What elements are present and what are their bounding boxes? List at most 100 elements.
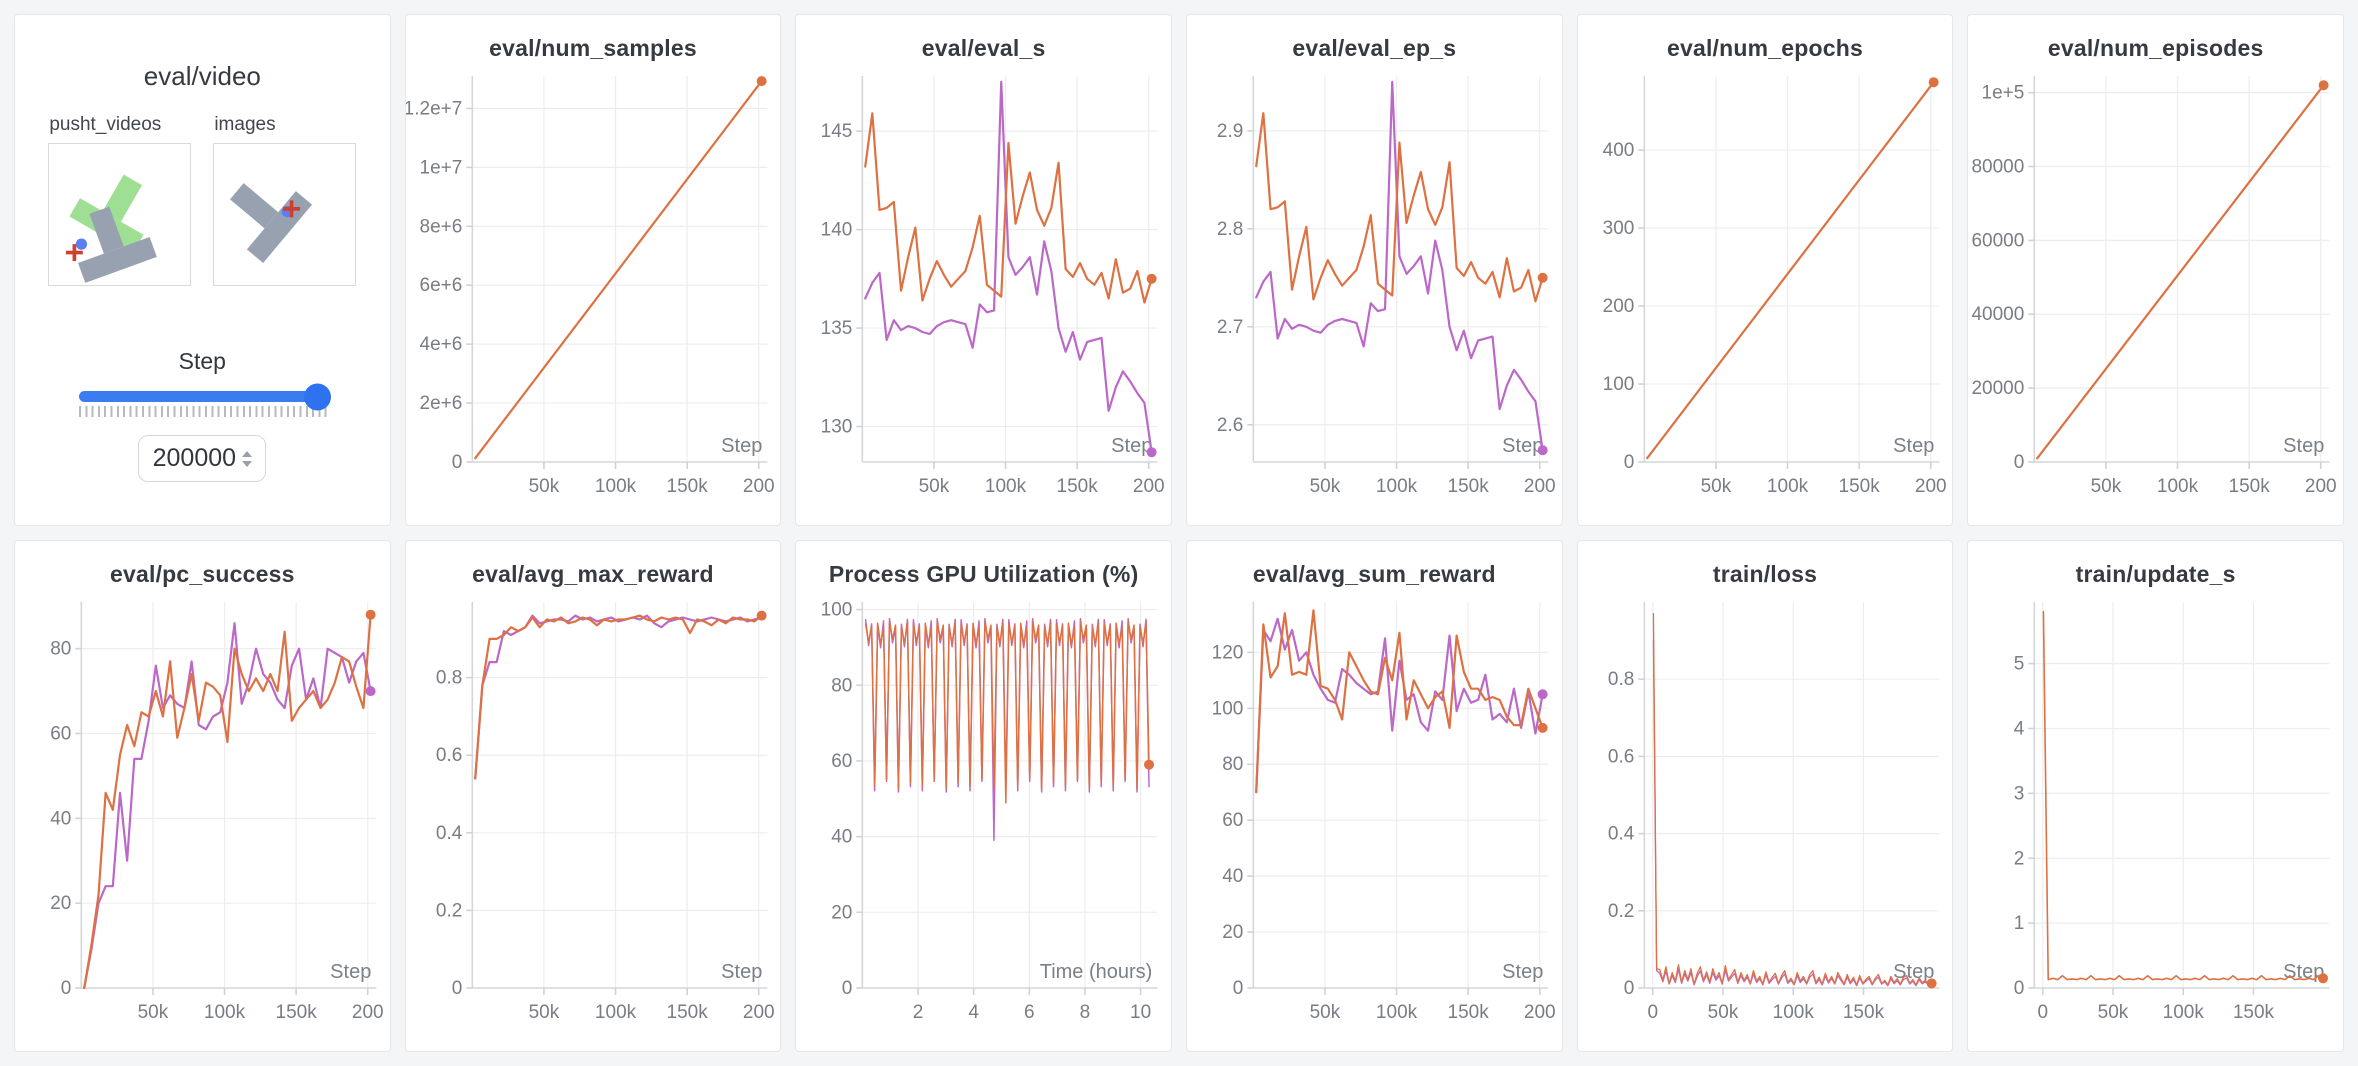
panel-eval-num-samples: eval/num_samples 50k 100k 150k 200 0 2e+6 4e+6… (404, 14, 782, 526)
panel-eval-num-episodes: eval/num_episodes 50k 100k 150k 200 0 20000 40… (1967, 14, 2344, 526)
step-control: Step 200000 (15, 348, 390, 482)
chart-title: eval/num_samples (489, 35, 697, 61)
chart-title: Process GPU Utilization (%) (828, 561, 1139, 587)
svg-text:Step: Step (721, 961, 762, 983)
svg-text:100: 100 (821, 600, 853, 621)
svg-text:200: 200 (2305, 476, 2337, 497)
svg-text:0: 0 (2014, 452, 2025, 473)
chart-title: train/update_s (2075, 561, 2236, 587)
chart-canvas[interactable]: 50k 100k 150k 200 130 135 140 145 Step (796, 64, 1171, 516)
svg-text:Step: Step (1112, 435, 1153, 457)
svg-text:200: 200 (1915, 476, 1947, 497)
svg-text:100k: 100k (2157, 476, 2199, 497)
svg-text:50k: 50k (528, 476, 559, 497)
svg-text:4e+6: 4e+6 (419, 334, 462, 355)
pusht-video-thumbnail[interactable] (48, 143, 192, 286)
svg-text:150k: 150k (276, 1002, 318, 1023)
chart-title: eval/eval_ep_s (1292, 35, 1457, 61)
svg-text:0.4: 0.4 (1608, 824, 1635, 845)
svg-text:50k: 50k (919, 476, 950, 497)
svg-text:140: 140 (821, 220, 853, 241)
svg-text:0.8: 0.8 (436, 668, 462, 689)
svg-text:0.6: 0.6 (1608, 746, 1634, 767)
slider-track[interactable] (79, 383, 332, 410)
svg-text:130: 130 (821, 417, 853, 438)
chart-canvas[interactable]: 50k 100k 150k 200 2.6 2.7 2.8 2.9 Step (1187, 64, 1562, 516)
chart-title: eval/num_episodes (2047, 35, 2264, 61)
svg-text:145: 145 (821, 121, 853, 142)
svg-text:120: 120 (1212, 642, 1244, 663)
chart-canvas[interactable]: 0 50k 100k 150k 0 1 2 3 4 5 Step (1968, 590, 2343, 1042)
svg-text:40: 40 (50, 808, 71, 829)
svg-text:150k: 150k (1843, 1002, 1885, 1023)
svg-text:2.7: 2.7 (1217, 317, 1243, 338)
svg-text:3: 3 (2014, 783, 2025, 804)
svg-text:8: 8 (1080, 1002, 1091, 1023)
svg-text:150k: 150k (2233, 1002, 2275, 1023)
stepper-up-icon[interactable] (242, 450, 253, 457)
chart-canvas[interactable]: 50k 100k 150k 200 0 100 200 300 400 Step (1578, 64, 1953, 516)
svg-text:2e+6: 2e+6 (419, 393, 462, 414)
svg-text:100: 100 (1602, 374, 1634, 395)
svg-text:Step: Step (2284, 435, 2325, 457)
svg-text:0: 0 (2014, 978, 2025, 999)
step-slider[interactable] (79, 383, 332, 417)
svg-text:0: 0 (451, 452, 462, 473)
chart-title: eval/avg_sum_reward (1252, 561, 1496, 587)
step-input-value: 200000 (152, 444, 237, 472)
chart-canvas[interactable]: 50k 100k 150k 200 0 20 40 60 80 100 120 Step (1187, 590, 1562, 1042)
svg-text:100k: 100k (1376, 476, 1418, 497)
stepper-down-icon[interactable] (242, 460, 253, 467)
chart-canvas[interactable]: 50k 100k 150k 200 0 0.2 0.4 0.6 0.8 Step (406, 590, 781, 1042)
media-label: images (214, 114, 276, 135)
svg-text:150k: 150k (666, 1002, 708, 1023)
svg-text:4: 4 (2014, 719, 2025, 740)
panel-process-gpu-utilization: Process GPU Utilization (%) 2 4 6 8 10 0 20 40 6… (795, 540, 1172, 1052)
stepper (242, 450, 253, 467)
media-label: pusht_videos (49, 114, 162, 135)
svg-text:1e+5: 1e+5 (1982, 83, 2025, 104)
svg-text:300: 300 (1602, 218, 1634, 239)
svg-text:20000: 20000 (1972, 378, 2025, 399)
svg-text:40: 40 (832, 827, 853, 848)
chart-canvas[interactable]: 50k 100k 150k 200 0 2e+6 4e+6 6e+6 8e+6 1e+7 1.2e+… (406, 64, 781, 516)
chart-canvas[interactable]: 0 50k 100k 150k 0 0.2 0.4 0.6 0.8 Step (1578, 590, 1953, 1042)
step-input[interactable]: 200000 (138, 435, 267, 482)
svg-text:80000: 80000 (1972, 156, 2025, 177)
step-slider-label: Step (178, 348, 226, 374)
chart-canvas[interactable]: 50k 100k 150k 200 0 20 40 60 80 Step (15, 590, 390, 1042)
svg-text:50k: 50k (1310, 1002, 1341, 1023)
svg-text:Time (hours): Time (hours) (1040, 961, 1153, 983)
svg-text:6e+6: 6e+6 (419, 275, 462, 296)
svg-text:150k: 150k (1448, 1002, 1490, 1023)
slider-knob[interactable] (304, 383, 332, 410)
panel-eval-video: eval/video pusht_videos (14, 14, 391, 526)
svg-text:150k: 150k (1448, 476, 1490, 497)
svg-text:20: 20 (50, 893, 71, 914)
svg-text:2: 2 (2014, 848, 2025, 869)
target-cross-icon (283, 200, 301, 218)
svg-text:0.8: 0.8 (1608, 669, 1634, 690)
svg-text:200: 200 (352, 1002, 384, 1023)
svg-text:50k: 50k (1707, 1002, 1738, 1023)
panel-eval-eval-ep-s: eval/eval_ep_s 50k 100k 150k 200 2.6 2.7 2.8 2.… (1185, 14, 1563, 526)
svg-text:200: 200 (743, 476, 775, 497)
svg-text:50k: 50k (2091, 476, 2122, 497)
svg-text:40: 40 (1222, 866, 1243, 887)
svg-text:Step: Step (1893, 961, 1934, 983)
svg-text:40000: 40000 (1972, 304, 2025, 325)
svg-text:0: 0 (451, 978, 462, 999)
svg-text:100k: 100k (1767, 476, 1809, 497)
panel-title: eval/video (143, 61, 261, 91)
svg-text:150k: 150k (1057, 476, 1099, 497)
svg-text:Step: Step (721, 435, 762, 457)
images-thumbnail[interactable] (213, 143, 357, 286)
chart-canvas[interactable]: 50k 100k 150k 200 0 20000 40000 60000 80000 1e+5 S… (1968, 64, 2343, 516)
panel-eval-avg-sum-reward: eval/avg_sum_reward 50k 100k 150k 200 0 20 40 6… (1185, 540, 1563, 1052)
svg-text:Step: Step (330, 961, 371, 983)
chart-title: eval/eval_s (921, 35, 1046, 61)
svg-text:5: 5 (2014, 654, 2025, 675)
